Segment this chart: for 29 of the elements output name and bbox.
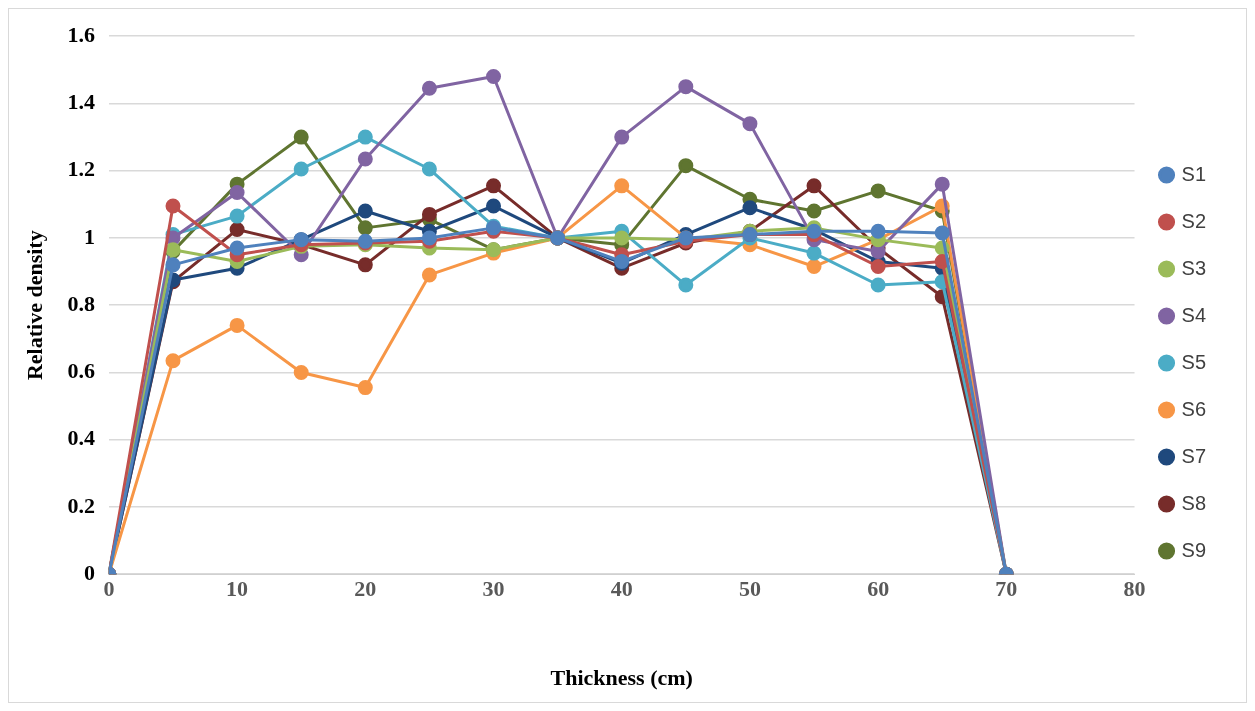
x-tick-label: 70 [995, 576, 1018, 602]
y-tick-label: 0.2 [67, 492, 95, 518]
y-tick-label: 1.6 [67, 21, 95, 47]
legend-label: S2 [1181, 209, 1207, 232]
legend-label: S4 [1181, 303, 1207, 326]
x-tick-label: 60 [867, 576, 890, 602]
legend-label: S6 [1181, 397, 1207, 420]
y-tick-label: 1.2 [67, 156, 95, 182]
legend-label: S5 [1181, 350, 1207, 373]
y-tick-label: 1.4 [67, 89, 95, 115]
y-tick-label: 0.4 [67, 425, 95, 451]
x-tick-label: 40 [610, 576, 633, 602]
y-tick-label: 0 [83, 559, 95, 585]
legend-label: S7 [1181, 444, 1207, 467]
x-axis-title: Thickness (cm) [550, 665, 693, 691]
x-tick-label: 50 [738, 576, 761, 602]
y-tick-label: 1 [83, 223, 95, 249]
x-tick-label: 80 [1123, 576, 1146, 602]
legend-label: S3 [1181, 256, 1207, 279]
y-tick-label: 0.6 [67, 358, 95, 384]
x-tick-label: 20 [354, 576, 377, 602]
legend-label: S1 [1181, 162, 1207, 185]
x-tick-label: 10 [226, 576, 249, 602]
legend-label: S8 [1181, 491, 1207, 514]
y-tick-label: 0.8 [67, 290, 95, 316]
legend-label: S9 [1181, 538, 1207, 561]
x-tick-label: 0 [103, 576, 115, 602]
x-tick-label: 30 [482, 576, 505, 602]
y-axis-title: Relative density [21, 230, 47, 381]
